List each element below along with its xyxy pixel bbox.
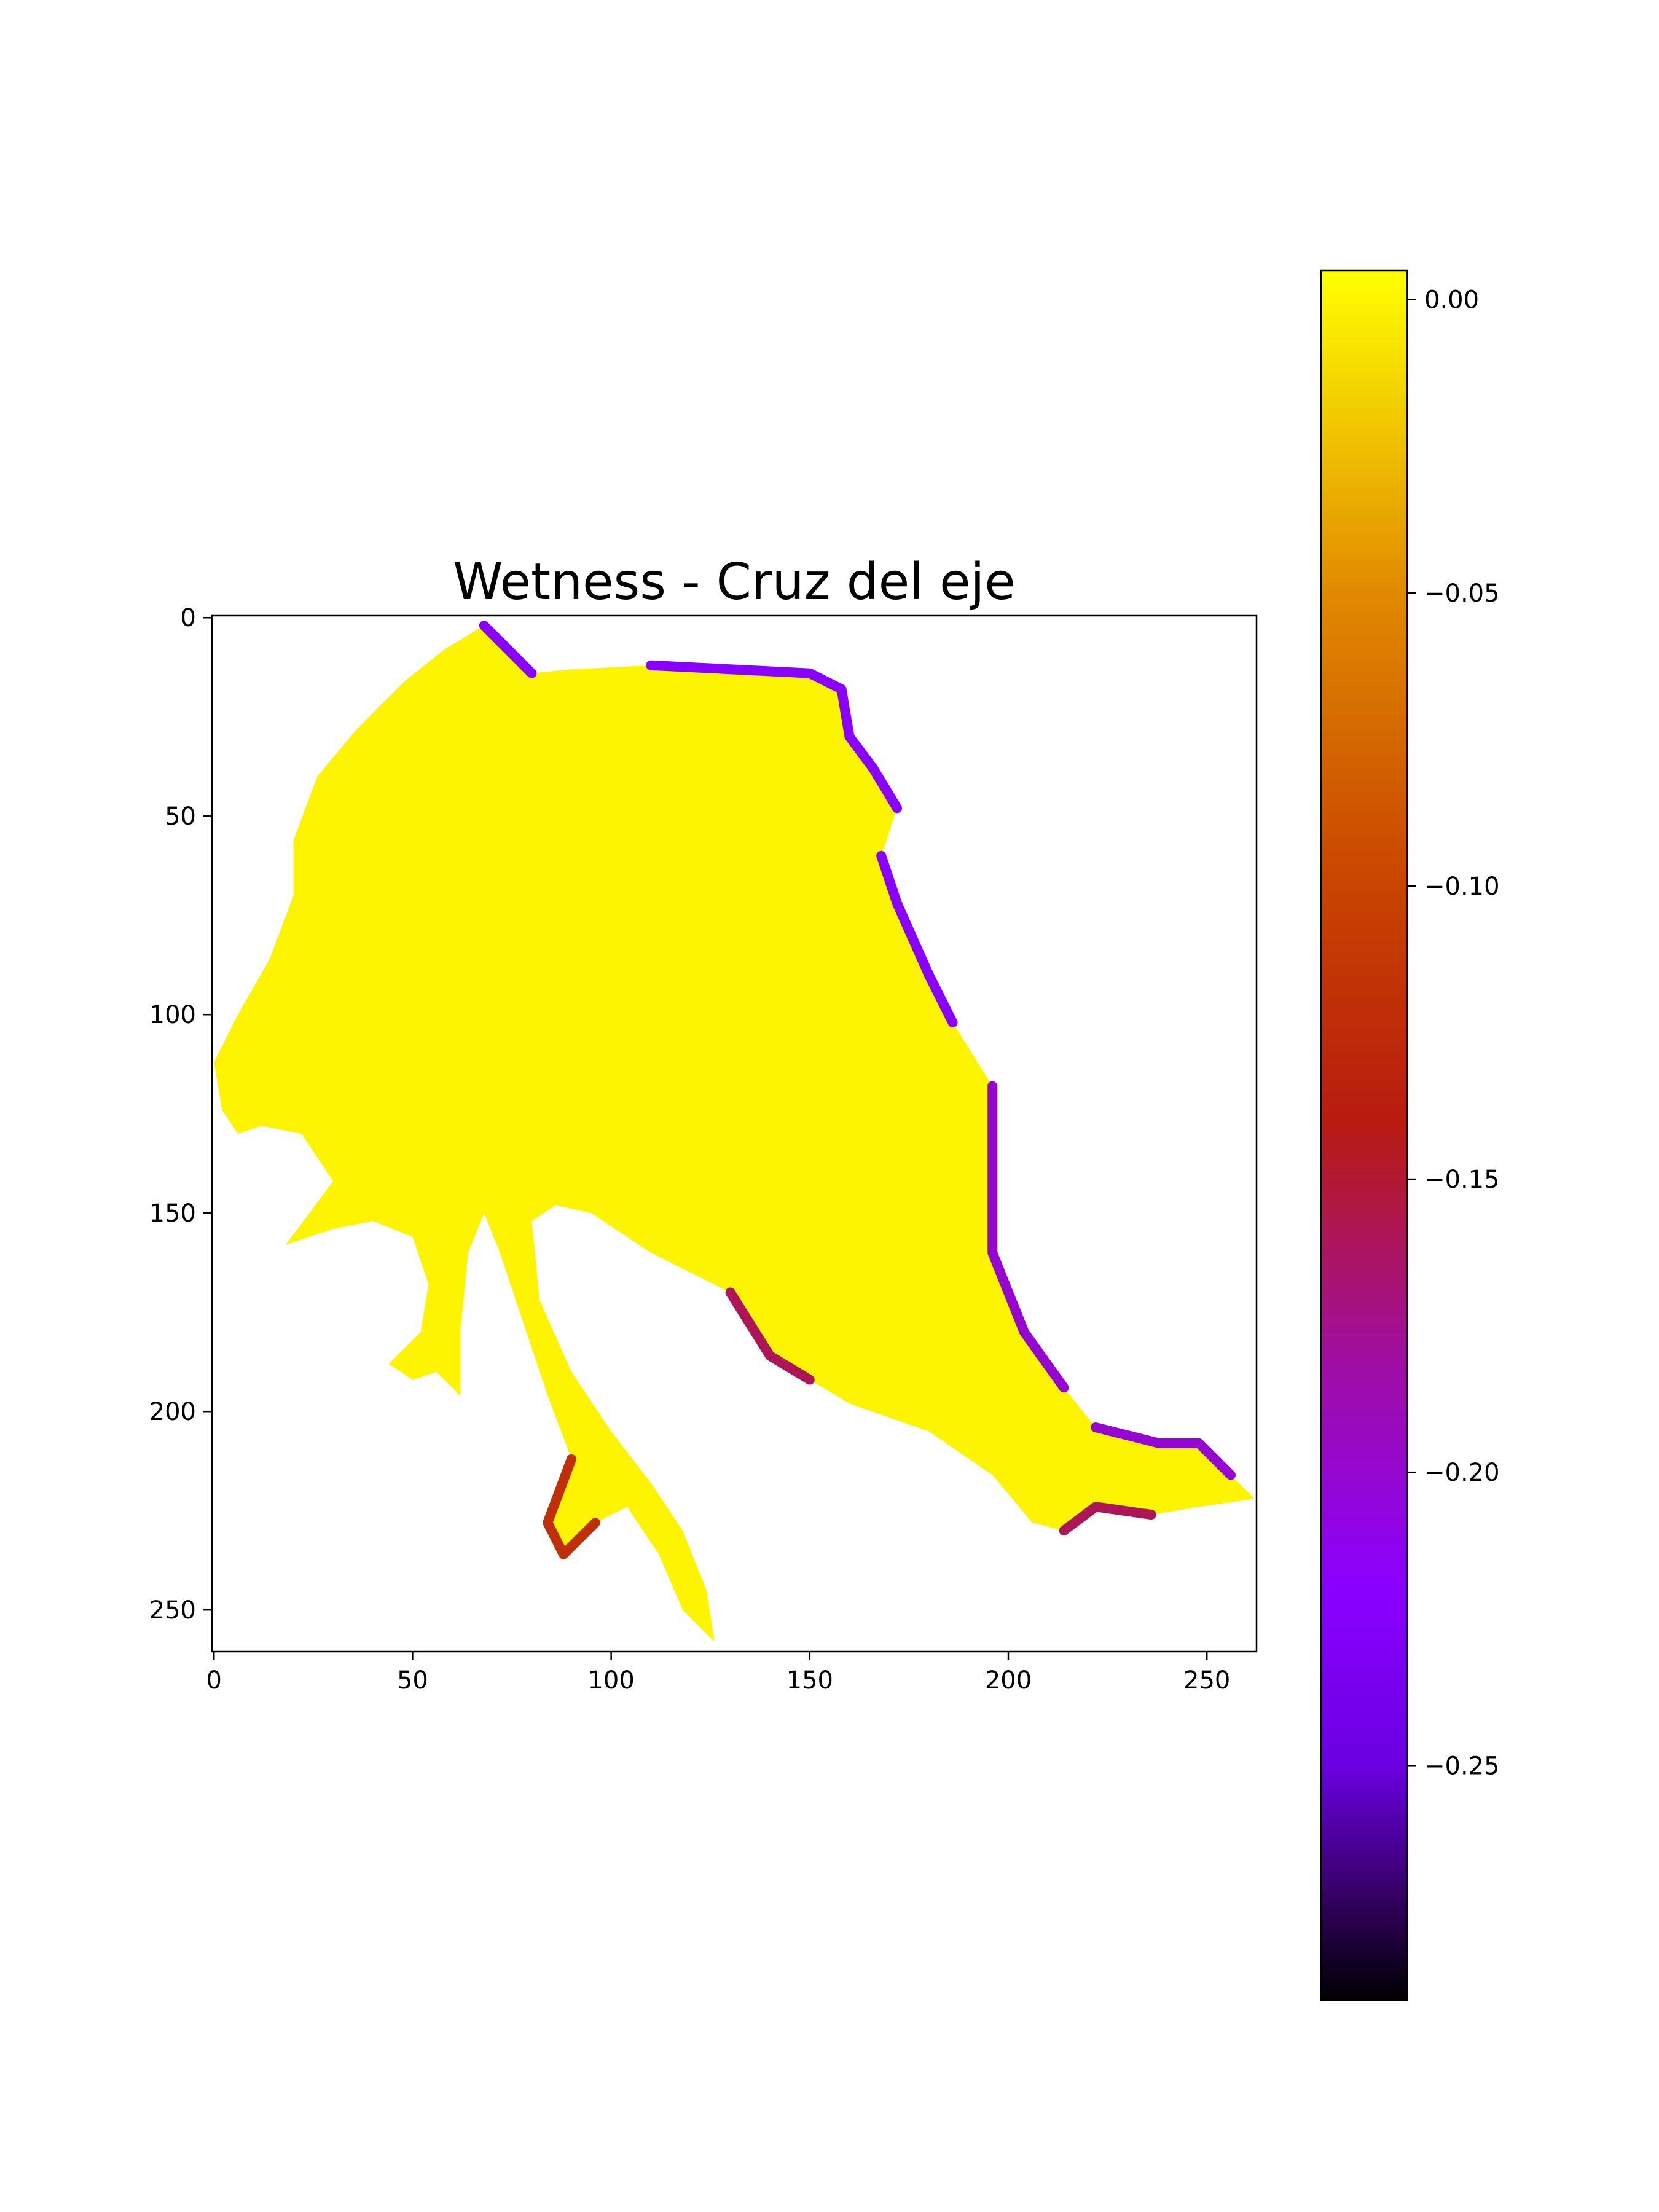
colorbar-frame xyxy=(1320,269,1408,2001)
colorbar-tick-label: 0.00 xyxy=(1424,286,1479,315)
y-tick-label: 0 xyxy=(181,604,196,632)
low-wetness-edge xyxy=(876,850,958,1028)
colorbar-tick-label: −0.05 xyxy=(1424,579,1500,608)
x-tick-label: 50 xyxy=(397,1666,428,1695)
x-tick-label: 200 xyxy=(985,1666,1032,1695)
low-wetness-edge xyxy=(1059,1502,1156,1535)
low-wetness-edge xyxy=(725,1287,815,1385)
x-tick-label: 0 xyxy=(206,1666,222,1695)
x-axis: 0 50 100 150 200 250 xyxy=(206,1652,1230,1695)
y-tick-label: 50 xyxy=(165,802,196,831)
y-tick-label: 100 xyxy=(149,1001,196,1029)
plot-area xyxy=(214,621,1255,1642)
colorbar-tick-label: −0.15 xyxy=(1424,1166,1500,1194)
plot-frame xyxy=(211,614,1258,1653)
low-wetness-edge xyxy=(479,621,537,678)
colorbar-tick-label: −0.20 xyxy=(1424,1459,1500,1487)
chart-title: Wetness - Cruz del eje xyxy=(453,553,1016,611)
wetness-region xyxy=(214,626,1255,1642)
y-tick-label: 250 xyxy=(149,1596,196,1625)
y-tick-label: 200 xyxy=(149,1398,196,1426)
y-tick-label: 150 xyxy=(149,1199,196,1228)
low-wetness-edge xyxy=(987,1081,1069,1393)
y-axis: 0 50 100 150 200 250 xyxy=(149,604,212,1625)
colorbar-gradient xyxy=(1321,270,1407,2000)
colorbar: 0.00 −0.05 −0.10 −0.15 −0.20 −0.25 xyxy=(1320,269,1500,2001)
x-tick-label: 100 xyxy=(587,1666,634,1695)
colorbar-ticks: 0.00 −0.05 −0.10 −0.15 −0.20 −0.25 xyxy=(1407,286,1500,1780)
x-tick-label: 150 xyxy=(786,1666,833,1695)
low-wetness-edge xyxy=(1091,1422,1236,1480)
x-tick-label: 250 xyxy=(1183,1666,1230,1695)
low-wetness-edge xyxy=(543,1454,600,1559)
colorbar-tick-label: −0.25 xyxy=(1424,1752,1500,1780)
colorbar-tick-label: −0.10 xyxy=(1424,873,1500,901)
low-wetness-edges xyxy=(479,621,1236,1559)
low-wetness-edge xyxy=(646,660,902,814)
